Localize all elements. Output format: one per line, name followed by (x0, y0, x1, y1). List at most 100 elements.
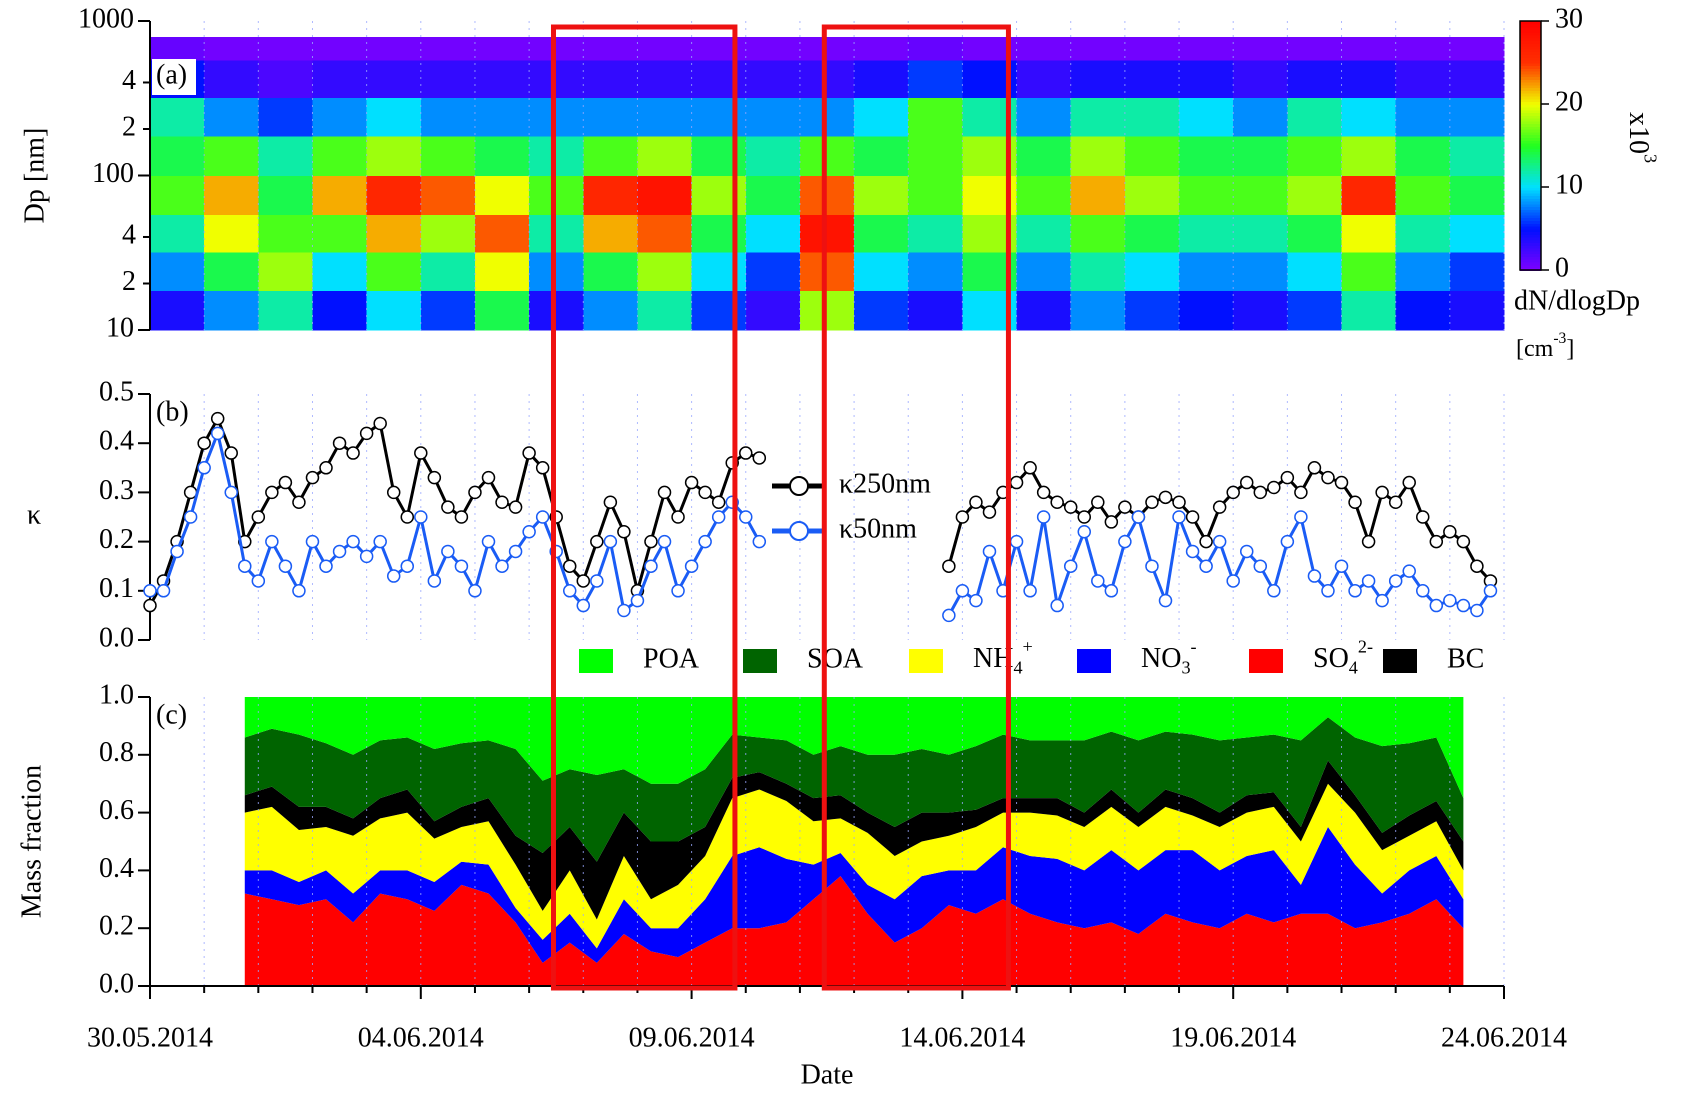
heatmap-cell (1016, 214, 1072, 253)
series-marker (265, 485, 279, 500)
series-marker (210, 426, 225, 441)
series-marker (1348, 495, 1362, 509)
series-marker (535, 510, 550, 524)
legend-label-base: SO (1313, 643, 1349, 674)
series-marker (508, 544, 523, 559)
series-marker (1009, 534, 1024, 549)
panel-label-bg (152, 59, 196, 95)
heatmap-cell (1070, 136, 1126, 177)
heatmap-cell (583, 251, 639, 292)
series-marker (359, 426, 374, 441)
series-marker (576, 598, 591, 613)
colorbar-step (1520, 151, 1541, 155)
series-marker (576, 574, 591, 588)
colorbar-units-base: [cm (1516, 336, 1554, 362)
heatmap-cell (420, 290, 476, 331)
legend-swatch (1383, 649, 1417, 673)
series-marker (1294, 485, 1308, 500)
series-marker (644, 534, 658, 549)
heatmap-cell (1016, 36, 1072, 61)
heatmap-cell (529, 251, 584, 292)
colorbar-step (1520, 95, 1541, 100)
colorbar-step (1520, 267, 1541, 271)
heatmap-cell (1070, 59, 1126, 99)
legend-label: SOA (807, 643, 864, 674)
heatmap-cell (908, 36, 963, 61)
colorbar-step (1520, 256, 1541, 260)
heatmap-cell (312, 251, 368, 292)
series-marker (1416, 510, 1430, 524)
heatmap-cell (1287, 136, 1343, 177)
colorbar-step (1520, 56, 1541, 61)
colorbar-step (1520, 239, 1541, 244)
heatmap-cell (1341, 175, 1397, 216)
area (244, 827, 1464, 963)
series-marker (1402, 564, 1416, 578)
series-marker (1145, 495, 1159, 509)
legend-label: κ250nm (839, 468, 931, 499)
colorbar-step (1520, 98, 1541, 103)
colorbar-step (1520, 148, 1541, 152)
series-marker (292, 495, 306, 509)
series-marker (346, 534, 360, 549)
heatmap-cell (637, 175, 693, 216)
heatmap-cell (1287, 251, 1343, 292)
colorbar-scale: x103 (1623, 112, 1661, 163)
heatmap-cell (474, 97, 530, 137)
legend-swatch (579, 649, 613, 673)
heatmap-cell (366, 36, 422, 61)
series-marker (1402, 475, 1416, 490)
series-marker (955, 584, 970, 598)
colorbar-step (1520, 250, 1541, 255)
colorbar-step (1520, 62, 1541, 67)
series-marker (278, 559, 293, 573)
heatmap-cell (420, 36, 476, 61)
colorbar-step (1520, 90, 1541, 94)
heatmap-cell (529, 59, 584, 99)
highlight-box (550, 24, 738, 991)
heatmap-cell (420, 59, 476, 99)
heatmap-cell (583, 214, 639, 253)
series-marker (1361, 534, 1376, 549)
heatmap-cell (474, 251, 530, 292)
heatmap-cell (1395, 290, 1451, 331)
heatmap-cell (854, 136, 909, 177)
colorbar-step (1520, 159, 1541, 163)
y-tick-label: 100 (92, 158, 134, 189)
series-marker (346, 446, 360, 460)
series-marker (1063, 559, 1078, 573)
series-marker (1185, 544, 1200, 559)
colorbar-step (1520, 192, 1541, 197)
panel-label: (c) (156, 699, 187, 730)
colorbar-step (1520, 217, 1541, 221)
heatmap-cell (1287, 214, 1343, 253)
colorbar-step (1520, 156, 1541, 161)
series-marker (969, 593, 983, 608)
series-marker (711, 510, 726, 524)
heatmap-cell (366, 214, 422, 253)
heatmap-cell (1070, 97, 1126, 137)
heatmap-cell (204, 136, 259, 177)
series-marker (1443, 525, 1457, 539)
colorbar-step (1520, 73, 1541, 78)
heatmap-cell (258, 36, 314, 61)
series-marker (468, 485, 482, 500)
heatmap-cell (799, 59, 855, 99)
series-marker (386, 485, 401, 500)
heatmap-cell (908, 59, 963, 99)
heatmap-cell (691, 290, 747, 331)
series-marker (1470, 559, 1484, 573)
heatmap-cell (529, 136, 584, 177)
series-marker (143, 598, 157, 613)
heatmap-cell (1070, 290, 1126, 331)
y-tick-label: 0.0 (99, 968, 134, 999)
series-marker (1226, 574, 1240, 588)
series-marker (210, 411, 225, 426)
colorbar-step (1520, 264, 1541, 269)
x-tick-label: 14.06.2014 (899, 1022, 1025, 1053)
heatmap-cell (204, 251, 259, 292)
series-marker (1145, 559, 1159, 573)
y-tick-label: 4 (122, 65, 136, 96)
heatmap-cell (745, 251, 801, 292)
heatmap-cell (1179, 175, 1234, 216)
